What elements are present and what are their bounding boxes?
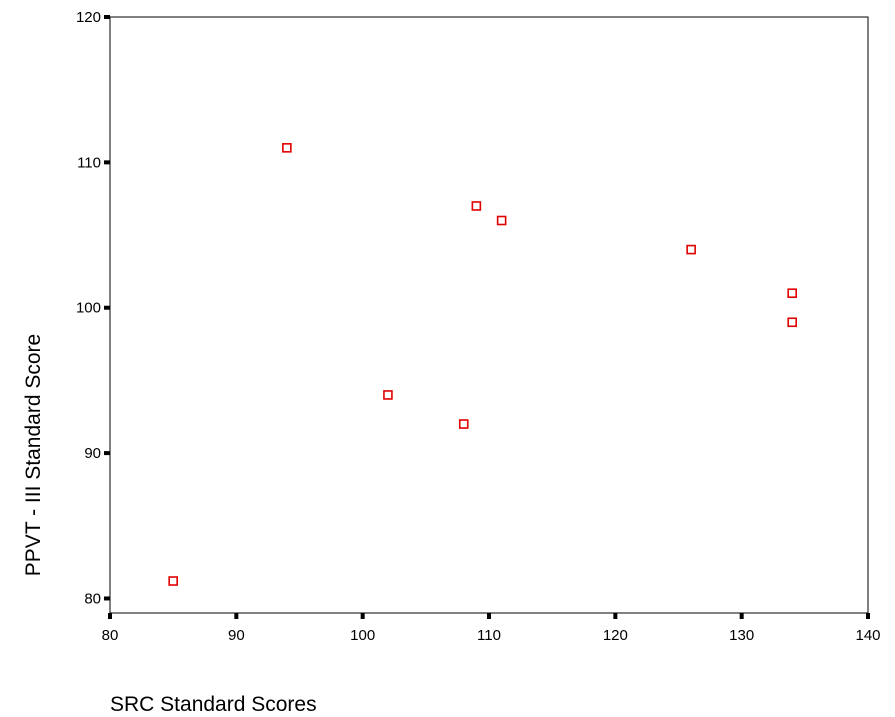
data-point [168, 576, 178, 586]
y-tick-mark [104, 451, 110, 456]
y-axis-title: PPVT - III Standard Score [22, 334, 45, 576]
x-tick-label: 130 [729, 627, 754, 644]
plot-frame [109, 16, 869, 614]
data-point [458, 419, 469, 429]
x-tick-mark [234, 613, 239, 619]
data-point [686, 244, 696, 255]
x-tick-label: 110 [477, 627, 501, 644]
x-tick-label: 140 [855, 627, 880, 644]
data-points [168, 143, 798, 586]
y-tick-mark [104, 160, 110, 165]
x-tick-mark [360, 613, 365, 619]
y-tick-label: 90 [84, 445, 101, 462]
data-point [787, 288, 798, 298]
x-tick-mark [108, 613, 112, 619]
y-tick-label: 80 [84, 590, 101, 607]
y-tick-mark [104, 15, 110, 19]
y-axis: 80 90 100 110 120 [76, 9, 110, 607]
x-tick-mark [487, 613, 491, 619]
y-tick-label: 100 [76, 300, 101, 317]
y-tick-mark [104, 596, 110, 601]
data-point [383, 390, 393, 400]
data-point [787, 317, 798, 328]
data-point [471, 201, 482, 211]
y-tick-mark [104, 305, 110, 310]
x-axis-title: SRC Standard Scores [110, 693, 317, 716]
x-tick-label: 80 [102, 627, 119, 644]
x-tick-mark [613, 613, 618, 619]
x-axis: 80 90 100 110 120 130 140 [102, 613, 881, 644]
x-tick-mark [739, 613, 744, 619]
y-tick-label: 120 [76, 9, 101, 26]
y-tick-label: 110 [77, 154, 101, 171]
x-tick-label: 120 [603, 627, 628, 644]
x-tick-label: 100 [350, 627, 375, 644]
x-tick-mark [866, 613, 870, 619]
x-tick-label: 90 [228, 627, 245, 644]
data-point [496, 215, 507, 226]
data-point [282, 143, 292, 153]
